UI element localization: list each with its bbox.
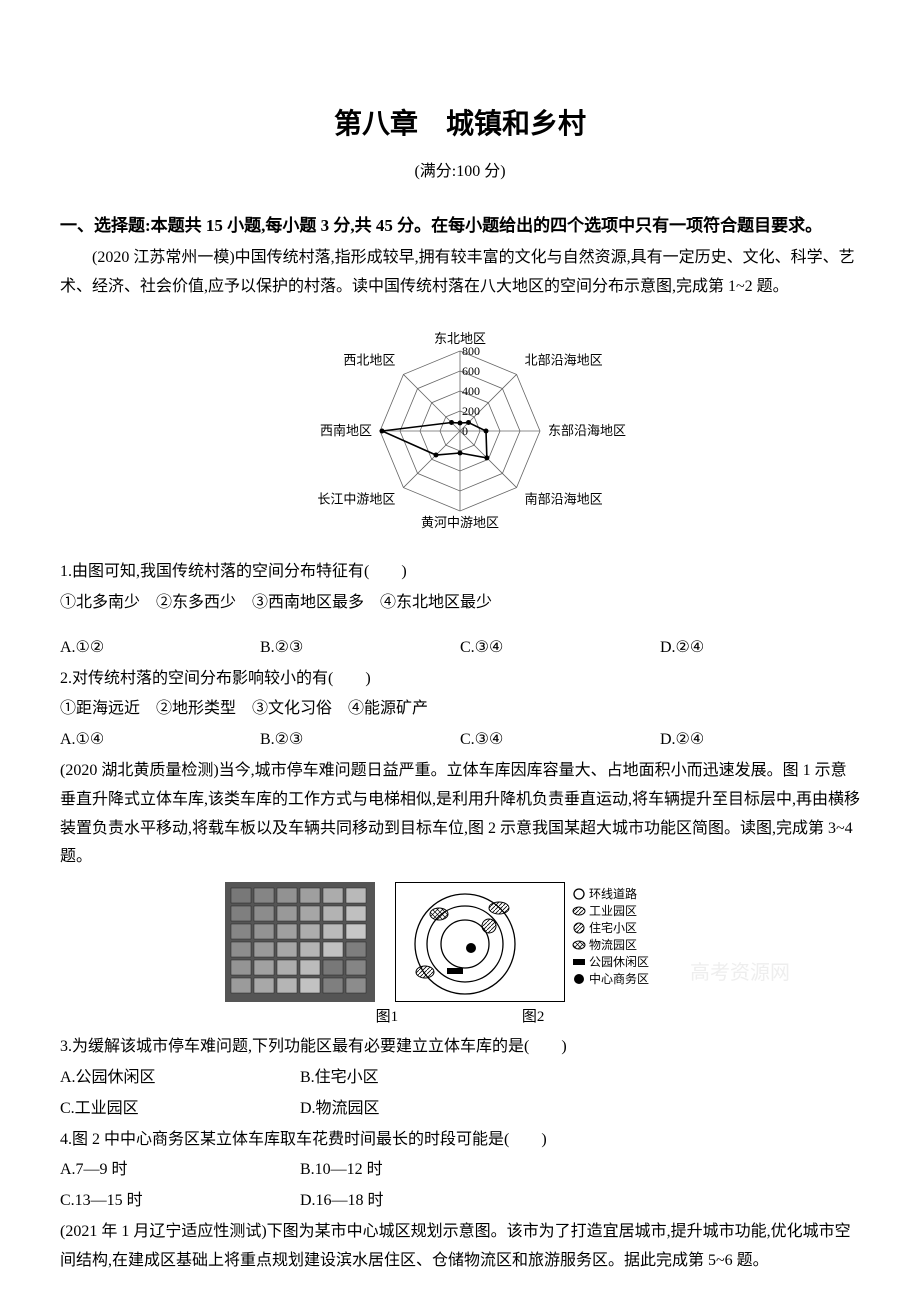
chapter-score: (满分:100 分) (60, 158, 860, 187)
q3-options-row1: A.公园休闲区 B.住宅小区 (60, 1064, 860, 1093)
svg-text:400: 400 (462, 384, 480, 398)
radar-chart: 200 400 600 800 0 东北地区北部沿海地区东部沿海地区南部沿海地区黄河中游地… (60, 311, 860, 552)
q3-stem: 3.为缓解该城市停车难问题,下列功能区最有必要建立立体车库的是( ) (60, 1033, 860, 1062)
figures-row: 环线道路工业园区住宅小区物流园区公园休闲区中心商务区 (60, 882, 860, 1002)
q2-items: ①距海远近 ②地形类型 ③文化习俗 ④能源矿产 (60, 695, 860, 724)
section-header: 一、选择题:本题共 15 小题,每小题 3 分,共 45 分。在每小题给出的四个… (60, 211, 860, 242)
svg-text:东北地区: 东北地区 (434, 331, 486, 346)
q2-stem: 2.对传统村落的空间分布影响较小的有( ) (60, 665, 860, 694)
svg-text:长江中游地区: 长江中游地区 (317, 492, 395, 507)
q1-opt-d[interactable]: D.②④ (660, 634, 860, 663)
svg-text:物流园区: 物流园区 (589, 938, 637, 952)
svg-text:西北地区: 西北地区 (343, 353, 395, 368)
svg-text:南部沿海地区: 南部沿海地区 (525, 492, 603, 507)
q3-opt-b[interactable]: B.住宅小区 (300, 1064, 540, 1093)
q2-opt-c[interactable]: C.③④ (460, 726, 660, 755)
svg-text:黄河中游地区: 黄河中游地区 (421, 515, 499, 530)
fig1-label: 图1 (376, 1004, 399, 1031)
intro-2: (2020 湖北黄质量检测)当今,城市停车难问题日益严重。立体车库因库容量大、占… (60, 757, 860, 872)
q1-opt-a[interactable]: A.①② (60, 634, 260, 663)
svg-text:住宅小区: 住宅小区 (589, 920, 637, 935)
q3-opt-a[interactable]: A.公园休闲区 (60, 1064, 300, 1093)
q4-options-row1: A.7—9 时 B.10—12 时 (60, 1156, 860, 1185)
q2-opt-d[interactable]: D.②④ (660, 726, 860, 755)
chapter-title: 第八章 城镇和乡村 (60, 100, 860, 150)
q4-options-row2: C.13—15 时 D.16—18 时 (60, 1187, 860, 1216)
q1-stem: 1.由图可知,我国传统村落的空间分布特征有( ) (60, 558, 860, 587)
fig2-label: 图2 (522, 1004, 545, 1031)
svg-text:东部沿海地区: 东部沿海地区 (548, 423, 626, 438)
svg-text:800: 800 (462, 344, 480, 358)
svg-text:0: 0 (462, 424, 468, 438)
q2-options: A.①④ B.②③ C.③④ D.②④ (60, 726, 860, 755)
svg-text:北部沿海地区: 北部沿海地区 (525, 353, 603, 368)
q3-options-row2: C.工业园区 D.物流园区 (60, 1095, 860, 1124)
q3-opt-c[interactable]: C.工业园区 (60, 1095, 300, 1124)
q4-opt-a[interactable]: A.7—9 时 (60, 1156, 300, 1185)
q4-opt-c[interactable]: C.13—15 时 (60, 1187, 300, 1216)
svg-text:200: 200 (462, 404, 480, 418)
q2-opt-b[interactable]: B.②③ (260, 726, 460, 755)
svg-text:工业园区: 工业园区 (589, 904, 637, 918)
q3-opt-d[interactable]: D.物流园区 (300, 1095, 540, 1124)
q1-opt-c[interactable]: C.③④ (460, 634, 660, 663)
q4-opt-d[interactable]: D.16—18 时 (300, 1187, 540, 1216)
q1-items: ①北多南少 ②东多西少 ③西南地区最多 ④东北地区最少 (60, 589, 860, 618)
svg-text:600: 600 (462, 364, 480, 378)
svg-text:西南地区: 西南地区 (320, 423, 372, 438)
svg-text:环线道路: 环线道路 (589, 886, 637, 901)
q1-opt-b[interactable]: B.②③ (260, 634, 460, 663)
svg-text:公园休闲区: 公园休闲区 (589, 955, 649, 969)
q1-options: A.①② B.②③ C.③④ D.②④ (60, 634, 860, 663)
intro-1: (2020 江苏常州一模)中国传统村落,指形成较早,拥有较丰富的文化与自然资源,… (60, 244, 860, 302)
q4-stem: 4.图 2 中中心商务区某立体车库取车花费时间最长的时段可能是( ) (60, 1126, 860, 1155)
q2-opt-a[interactable]: A.①④ (60, 726, 260, 755)
intro-3: (2021 年 1 月辽宁适应性测试)下图为某市中心城区规划示意图。该市为了打造… (60, 1218, 860, 1276)
q4-opt-b[interactable]: B.10—12 时 (300, 1156, 540, 1185)
svg-text:中心商务区: 中心商务区 (589, 971, 649, 986)
